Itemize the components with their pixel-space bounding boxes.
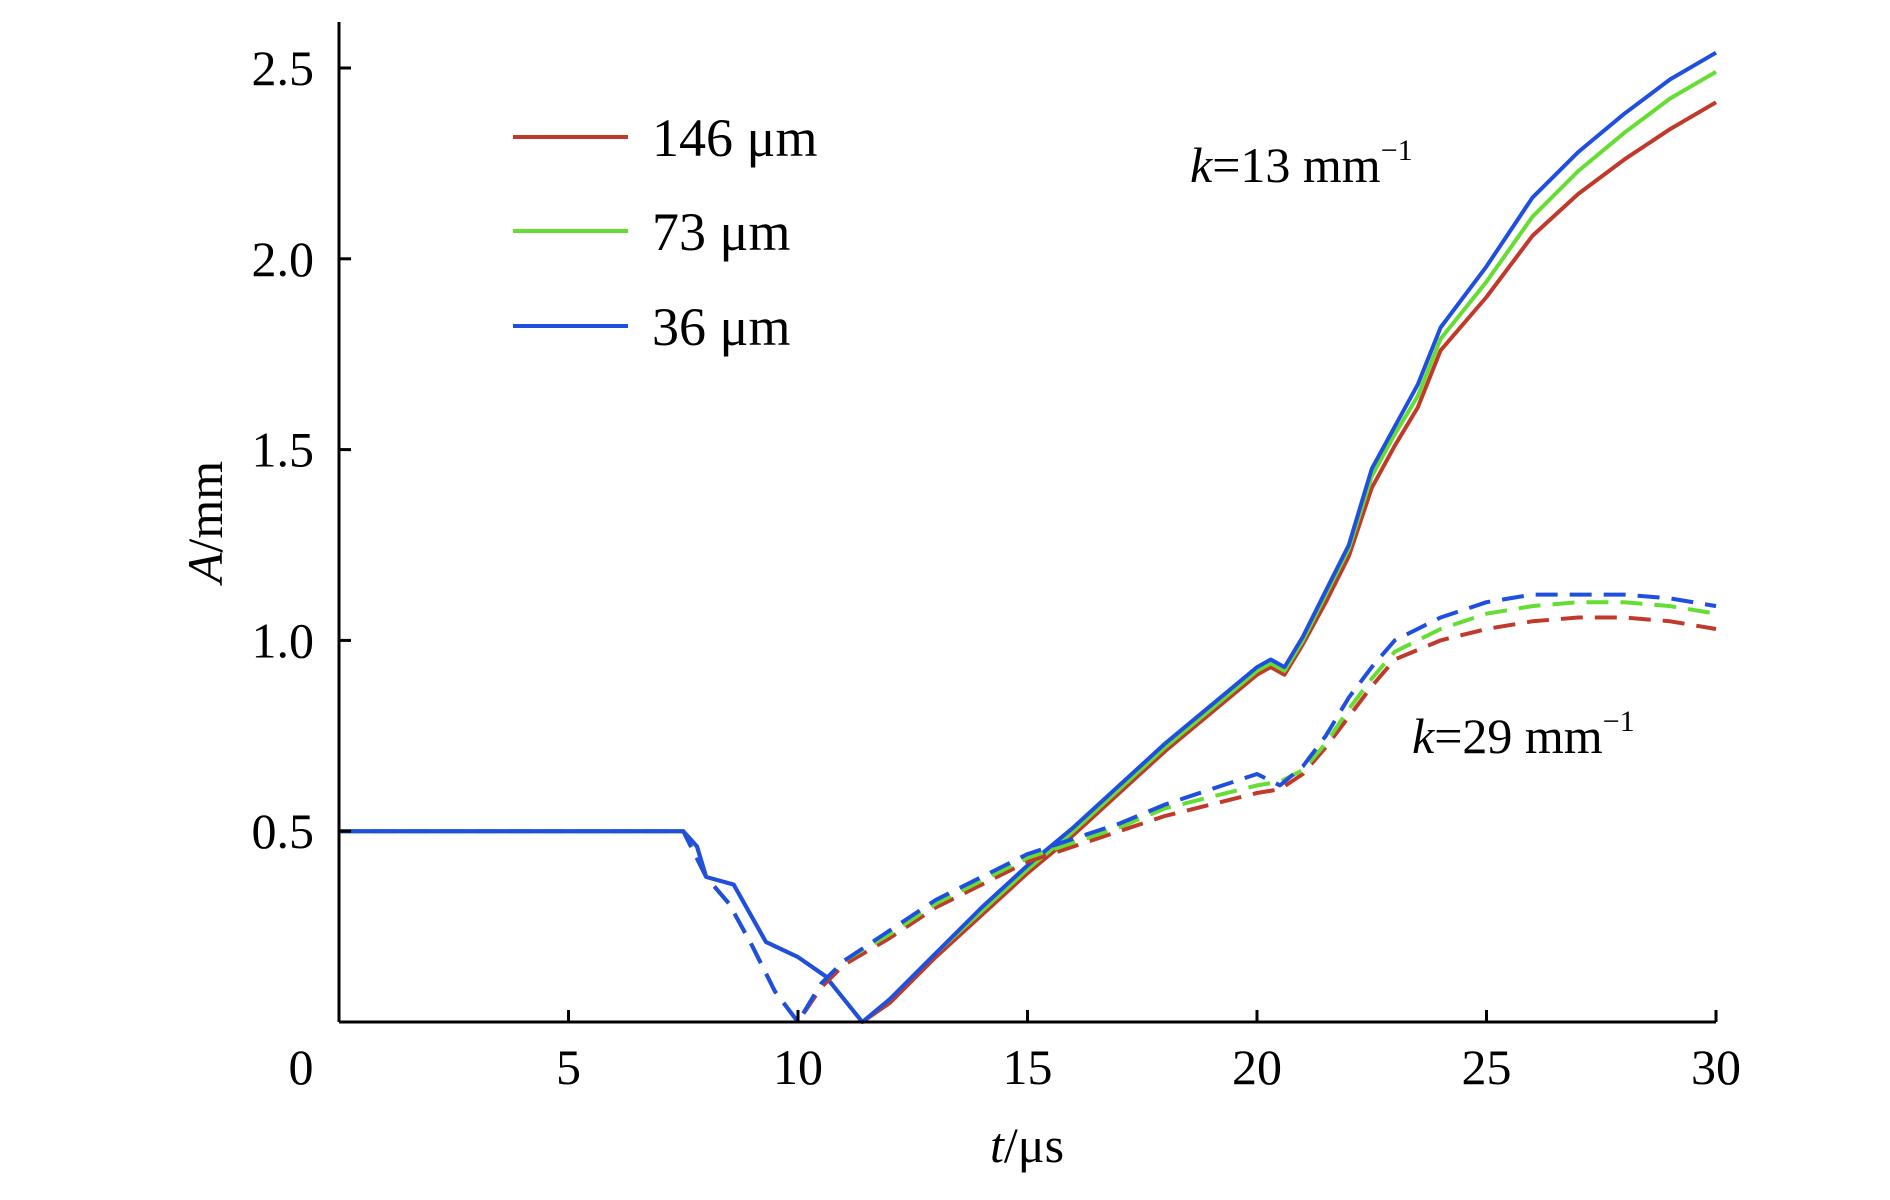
y-tick-label: 1.0 (252, 612, 315, 668)
legend: 146 μm 73 μm 36 μm (513, 108, 817, 357)
y-axis-title: A/mm (177, 461, 233, 586)
x-tick-label: 0 (289, 1039, 314, 1095)
y-tick-label: 0.5 (252, 803, 315, 859)
annotation-k29: k=29 mm−1 (1412, 705, 1635, 764)
x-tick-label: 10 (773, 1039, 823, 1095)
series-line-k29-146um (339, 615, 1717, 1024)
x-tick-label: 30 (1691, 1039, 1741, 1095)
series-line-k13-146um (339, 100, 1718, 1024)
y-tick-label: 1.5 (252, 422, 315, 478)
legend-label-73um: 73 μm (652, 202, 790, 262)
ticks-layer: 0 5 10 15 20 25 30 0.5 1.0 1.5 2.0 2.5 (252, 40, 1742, 1095)
legend-label-36um: 36 μm (652, 297, 790, 357)
x-tick-label: 15 (1003, 1039, 1053, 1095)
y-tick-label: 2.5 (252, 40, 315, 96)
x-tick-label: 20 (1232, 1039, 1282, 1095)
x-tick-label: 25 (1462, 1039, 1512, 1095)
series-line-k13-73um (339, 70, 1718, 1024)
y-tick-label: 2.0 (252, 231, 315, 287)
series-layer (339, 50, 1718, 1024)
legend-label-146um: 146 μm (652, 108, 817, 168)
annotation-k13: k=13 mm−1 (1190, 134, 1413, 193)
x-axis-title: t/μs (990, 1117, 1064, 1173)
series-line-k13-36um (339, 50, 1718, 1024)
series-line-k29-36um (339, 592, 1717, 1024)
x-tick-label: 5 (556, 1039, 581, 1095)
series-line-k29-73um (339, 600, 1717, 1024)
